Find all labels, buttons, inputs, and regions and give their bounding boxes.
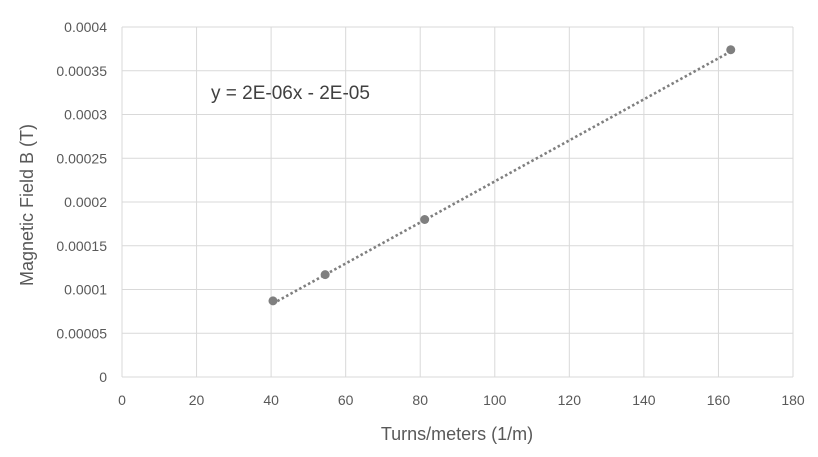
data-points [268,45,736,306]
y-tick-label: 0.00005 [56,325,107,341]
x-tick-label: 20 [189,392,205,408]
y-axis-title: Magnetic Field B (T) [17,124,37,286]
data-point [268,296,278,306]
x-tick-label: 40 [263,392,279,408]
x-tick-label: 180 [781,392,805,408]
y-tick-label: 0.00025 [56,150,107,166]
x-tick-label: 80 [412,392,428,408]
data-point [726,45,736,55]
trendline-equation: y = 2E-06x - 2E-05 [211,83,370,104]
trendline-layer [272,50,732,305]
y-tick-label: 0.0004 [64,19,107,35]
x-tick-label: 60 [338,392,354,408]
y-tick-label: 0.0003 [64,107,107,123]
x-axis-title: Turns/meters (1/m) [381,424,533,444]
x-tick-label: 140 [632,392,656,408]
trendline [272,50,732,305]
x-tick-label: 120 [558,392,582,408]
y-tick-label: 0 [99,369,107,385]
x-tick-label: 0 [118,392,126,408]
gridlines [121,26,794,378]
y-tick-label: 0.0002 [64,194,107,210]
data-point [320,270,330,280]
tick-labels: 0 20 40 60 80 100 120 140 160 180 0 0.00005 0.0001 0.… [56,19,805,408]
x-tick-label: 100 [483,392,507,408]
y-tick-label: 0.00035 [56,63,107,79]
data-point [420,215,430,224]
y-tick-label: 0.0001 [64,282,107,298]
x-tick-label: 160 [707,392,731,408]
y-tick-label: 0.00015 [56,238,107,254]
